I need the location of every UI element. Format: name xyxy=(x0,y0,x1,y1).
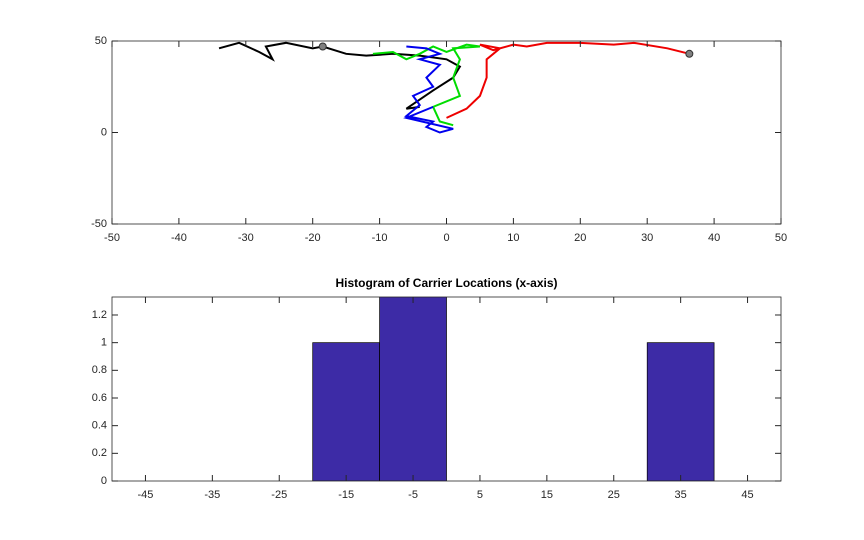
x-tick-label: 30 xyxy=(641,232,653,244)
y-tick-label: 0 xyxy=(101,126,107,138)
carrier-point xyxy=(318,42,327,51)
chart-title: Histogram of Carrier Locations (x-axis) xyxy=(335,276,557,290)
plot-content xyxy=(312,297,715,481)
trajectory xyxy=(218,41,462,110)
x-tick-label: 15 xyxy=(541,489,553,501)
x-tick-label: 5 xyxy=(477,489,483,501)
histogram-bar xyxy=(312,342,380,481)
x-tick-label: -10 xyxy=(372,232,388,244)
x-tick-label: 35 xyxy=(675,489,687,501)
x-tick-label: -25 xyxy=(271,489,287,501)
histogram-bar xyxy=(646,342,715,481)
y-tick-label: 0.2 xyxy=(92,447,107,459)
y-tick-label: 0.4 xyxy=(92,420,107,432)
y-tick-label: 0 xyxy=(101,475,107,487)
y-tick-label: 1.2 xyxy=(92,309,107,321)
trajectory xyxy=(372,43,481,127)
y-tick-label: -50 xyxy=(91,218,107,230)
y-tick-label: 50 xyxy=(95,35,107,47)
x-tick-label: -30 xyxy=(238,232,254,244)
y-tick-label: 0.6 xyxy=(92,392,107,404)
axes-box xyxy=(111,296,782,482)
y-tick-label: 1 xyxy=(101,337,107,349)
x-tick-label: 20 xyxy=(574,232,586,244)
x-tick-label: 50 xyxy=(775,232,787,244)
plot-content xyxy=(218,41,694,134)
x-tick-label: -35 xyxy=(204,489,220,501)
plot-area xyxy=(112,41,781,224)
x-tick-label: 25 xyxy=(608,489,620,501)
x-tick-label: 45 xyxy=(741,489,753,501)
trajectory xyxy=(446,41,690,119)
x-tick-label: 0 xyxy=(443,232,449,244)
x-tick-label: -15 xyxy=(338,489,354,501)
y-tick-label: 0.8 xyxy=(92,364,107,376)
carrier-point xyxy=(685,49,694,58)
x-tick-label: 40 xyxy=(708,232,720,244)
trajectory xyxy=(403,45,454,134)
x-tick-label: -50 xyxy=(104,232,120,244)
histogram-bar xyxy=(379,297,447,481)
x-tick-label: 10 xyxy=(507,232,519,244)
x-tick-label: -45 xyxy=(137,489,153,501)
x-tick-label: -40 xyxy=(171,232,187,244)
x-tick-label: -20 xyxy=(305,232,321,244)
x-tick-label: -5 xyxy=(408,489,418,501)
